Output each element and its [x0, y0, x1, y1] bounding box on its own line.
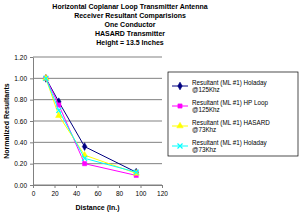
x-axis-title: Distance (In.) — [76, 204, 120, 212]
tick: 0.40 — [14, 139, 33, 146]
tick-label: 40 — [73, 190, 81, 197]
tick-mark — [30, 164, 33, 165]
tick-label: 80 — [116, 190, 124, 197]
legend-label: Resultant (ML #1) Holaday@73Khz — [192, 139, 268, 153]
marker — [56, 108, 61, 113]
tick-label: 0.00 — [14, 182, 27, 189]
tick-mark — [119, 185, 120, 188]
tick: 60 — [94, 185, 102, 197]
axis-line — [33, 58, 34, 186]
tick: 0 — [32, 185, 36, 197]
tick-mark — [98, 185, 99, 188]
chart-title: Height = 13.5 Inches — [96, 39, 164, 47]
legend-label: Resultant (ML #1) Holaday@125Khz — [192, 79, 268, 93]
chart-title: Horizontal Coplanar Loop Transmitter Ant… — [52, 3, 207, 11]
x-axis: 0 20 40 60 80 100 120 — [32, 185, 169, 197]
grid-line — [33, 78, 162, 79]
grid — [33, 57, 162, 185]
marker — [82, 143, 87, 151]
grid-line — [33, 121, 162, 122]
marker — [133, 170, 139, 176]
tick-label: 100 — [136, 190, 147, 197]
legend: Resultant (ML #1) Holaday@125Khz Resultan… — [168, 72, 298, 156]
tick: 100 — [136, 185, 147, 197]
legend-marker — [178, 144, 183, 149]
tick-label: 1.00 — [14, 75, 27, 82]
legend-marker — [178, 104, 182, 108]
grid-line — [33, 57, 162, 58]
tick: 0.60 — [14, 118, 33, 125]
tick: 120 — [157, 185, 168, 197]
y-axis: 0.00 0.20 0.40 0.60 0.80 1.00 1.20 — [14, 54, 33, 189]
marker — [82, 156, 87, 161]
tick-label: 0.80 — [14, 96, 27, 103]
grid-line — [33, 163, 162, 164]
tick-mark — [33, 185, 34, 188]
grid-line — [33, 142, 162, 143]
chart-title: Receiver Resultant Comparisions — [74, 12, 186, 20]
chart: Horizontal Coplanar Loop Transmitter Ant… — [0, 0, 300, 218]
tick-mark — [30, 57, 33, 58]
tick-label: 1.20 — [14, 54, 27, 61]
tick: 40 — [73, 185, 81, 197]
tick-label: 0.40 — [14, 139, 27, 146]
tick-mark — [30, 78, 33, 79]
marker — [82, 162, 86, 166]
chart-title: One Conductor — [105, 21, 156, 28]
tick-mark — [76, 185, 77, 188]
legend-marker — [177, 122, 183, 128]
series-line — [46, 78, 136, 172]
tick: 1.20 — [14, 54, 33, 61]
grid-line — [33, 99, 162, 100]
y-axis-title: Normalized Resultants — [3, 83, 10, 159]
series-line — [46, 78, 136, 175]
tick-label: 0 — [32, 190, 36, 197]
chart-title: HASARD Transmitter — [95, 30, 165, 37]
legend-label: Resultant (ML #1) HASARD@73Khz — [192, 119, 270, 133]
tick-label: 0.20 — [14, 160, 27, 167]
tick: 0.00 — [14, 182, 33, 189]
tick-mark — [30, 185, 33, 186]
tick-mark — [55, 185, 56, 188]
series-line — [46, 78, 136, 172]
tick-mark — [30, 142, 33, 143]
tick-mark — [30, 121, 33, 122]
tick-label: 20 — [51, 190, 59, 197]
tick: 1.00 — [14, 75, 33, 82]
tick: 0.20 — [14, 160, 33, 167]
tick: 0.80 — [14, 96, 33, 103]
legend-marker — [178, 82, 183, 90]
series-line — [46, 78, 136, 173]
marker — [134, 170, 139, 175]
legend-frame — [168, 72, 298, 156]
marker — [43, 76, 48, 81]
tick-label: 0.60 — [14, 118, 27, 125]
tick-mark — [162, 185, 163, 188]
plot-area — [43, 74, 140, 177]
tick-label: 120 — [157, 190, 168, 197]
legend-label: Resultant (ML #1) HP Loop@125Khz — [192, 99, 268, 113]
tick-mark — [141, 185, 142, 188]
tick-label: 60 — [94, 190, 102, 197]
tick: 80 — [116, 185, 124, 197]
tick: 20 — [51, 185, 59, 197]
tick-mark — [30, 100, 33, 101]
